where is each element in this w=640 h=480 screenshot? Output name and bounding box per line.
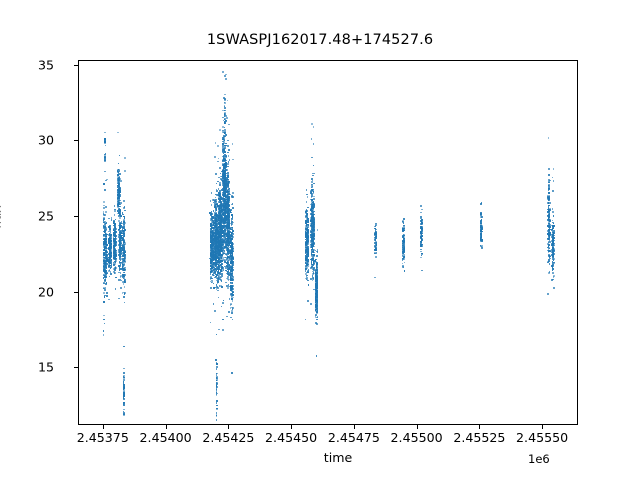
y-tick-mark xyxy=(74,216,78,218)
y-tick-mark xyxy=(74,367,78,369)
y-tick-label: 20 xyxy=(0,284,54,299)
y-tick-mark xyxy=(74,140,78,142)
chart-title: 1SWASPJ162017.48+174527.6 xyxy=(0,32,640,48)
y-tick-label: 35 xyxy=(0,57,54,72)
x-tick-label: 2.45500 xyxy=(372,430,462,445)
plot-area xyxy=(78,60,578,425)
y-tick-mark xyxy=(74,291,78,293)
scatter-points-layer xyxy=(79,61,577,424)
y-tick-label: 30 xyxy=(0,133,54,148)
x-tick-label: 2.45475 xyxy=(309,430,399,445)
x-axis-offset-text: 1e6 xyxy=(528,452,550,466)
x-tick-mark xyxy=(416,425,418,429)
x-tick-label: 2.45375 xyxy=(58,430,148,445)
y-tick-label: 15 xyxy=(0,360,54,375)
x-tick-mark xyxy=(165,425,167,429)
x-tick-label: 2.45525 xyxy=(434,430,524,445)
x-tick-mark xyxy=(228,425,230,429)
x-axis-label: time xyxy=(288,450,388,465)
y-tick-mark xyxy=(74,64,78,66)
x-tick-mark xyxy=(353,425,355,429)
x-tick-mark xyxy=(291,425,293,429)
y-tick-label: 25 xyxy=(0,209,54,224)
x-tick-mark xyxy=(479,425,481,429)
x-tick-mark xyxy=(542,425,544,429)
x-tick-label: 2.45400 xyxy=(121,430,211,445)
x-tick-label: 2.45550 xyxy=(497,430,587,445)
x-tick-label: 2.45425 xyxy=(183,430,273,445)
x-tick-label: 2.45450 xyxy=(246,430,336,445)
x-tick-mark xyxy=(102,425,104,429)
